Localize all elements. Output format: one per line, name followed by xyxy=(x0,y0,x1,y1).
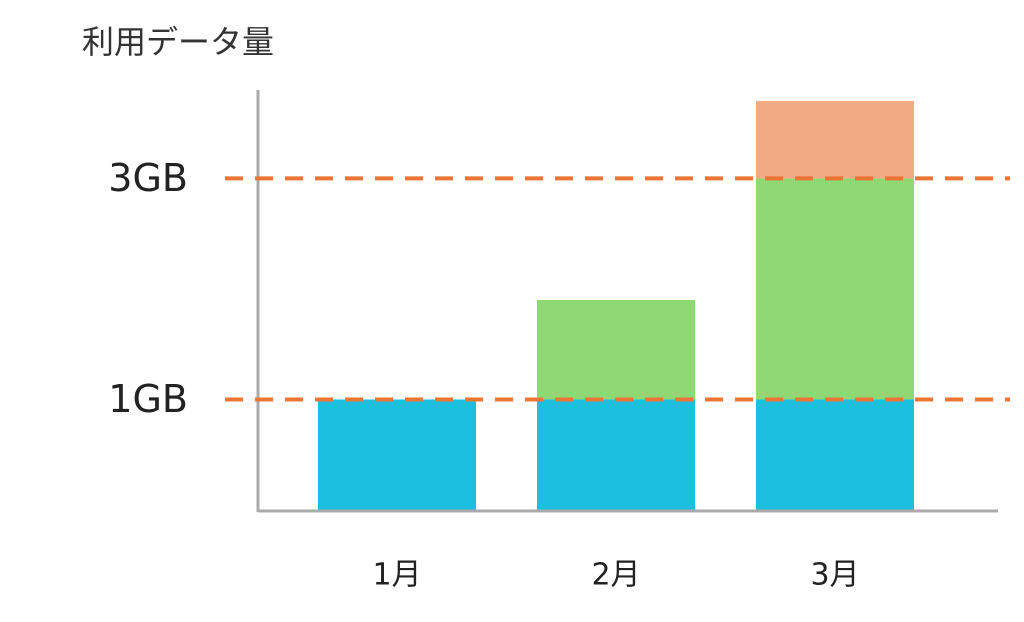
bar-segment xyxy=(756,399,914,510)
x-tick-label: 2月 xyxy=(591,558,640,593)
chart-title: 利用データ量 xyxy=(82,23,274,61)
bar-segment xyxy=(756,101,914,179)
bar-segment xyxy=(537,399,695,510)
bar-segment xyxy=(537,300,695,400)
x-tick-label: 1月 xyxy=(372,558,421,593)
x-tick-label: 3月 xyxy=(810,558,859,593)
y-tick-label: 3GB xyxy=(108,156,188,200)
y-tick-label: 1GB xyxy=(108,377,188,421)
bar-segment xyxy=(318,399,476,510)
bar-segment xyxy=(756,178,914,400)
